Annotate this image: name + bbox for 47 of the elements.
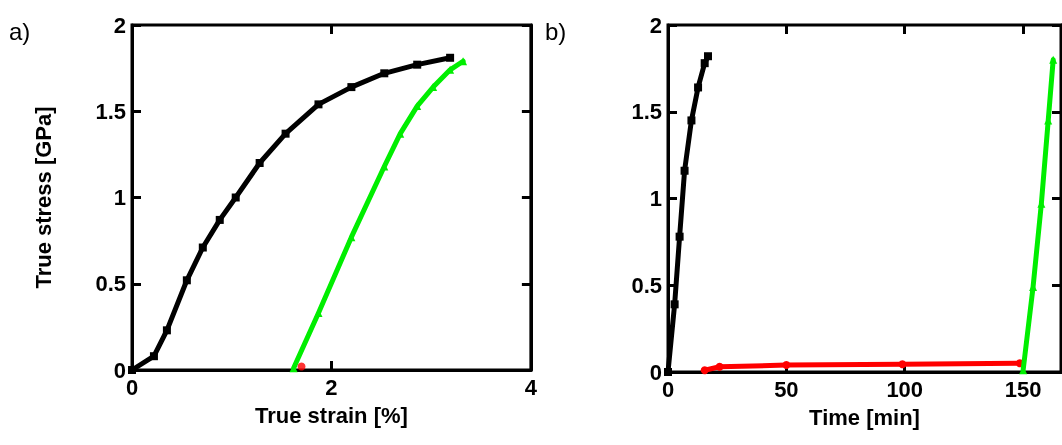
y-tick-label: 2 — [113, 12, 126, 38]
point — [704, 52, 713, 61]
y-tick-label: 1.5 — [95, 98, 126, 124]
point — [670, 300, 679, 309]
point — [459, 57, 468, 66]
x-axis-title: Time [min] — [809, 404, 920, 430]
point — [198, 243, 207, 252]
x-tick-label: 4 — [524, 374, 538, 400]
chart-title: b) — [545, 17, 567, 45]
point — [680, 166, 689, 175]
x-tick-label: 150 — [1004, 376, 1042, 402]
point — [297, 362, 306, 371]
y-tick-label: 0 — [113, 357, 126, 383]
y-axis-title: True stress [GPa] — [30, 106, 56, 289]
point — [898, 360, 907, 369]
point — [182, 276, 191, 285]
y-tick-label: 1 — [113, 185, 126, 210]
point — [162, 326, 171, 335]
point — [215, 215, 224, 224]
y-tick-label: 2 — [649, 12, 662, 38]
point — [715, 362, 724, 371]
y-tick-label: 0.5 — [631, 272, 662, 298]
point — [700, 59, 709, 68]
point — [700, 366, 709, 375]
point — [314, 100, 323, 109]
chart-title: a) — [9, 17, 31, 45]
point — [149, 352, 158, 361]
point — [231, 193, 240, 202]
point — [128, 366, 136, 374]
y-tick-label: 1 — [649, 186, 662, 211]
x-axis-title: True strain [%] — [255, 402, 408, 428]
point — [1049, 55, 1058, 64]
point — [664, 368, 672, 376]
point — [687, 116, 696, 125]
point — [675, 232, 684, 241]
point — [255, 159, 264, 167]
x-tick-label: 2 — [325, 374, 338, 400]
y-tick-label: 0.5 — [95, 271, 126, 297]
point — [446, 53, 455, 62]
point — [413, 60, 422, 69]
x-tick-label: 100 — [886, 376, 924, 402]
point — [380, 69, 389, 78]
point — [347, 83, 356, 92]
y-tick-label: 1.5 — [631, 99, 662, 125]
point — [281, 129, 290, 138]
point — [694, 83, 703, 92]
x-tick-label: 50 — [774, 376, 799, 402]
